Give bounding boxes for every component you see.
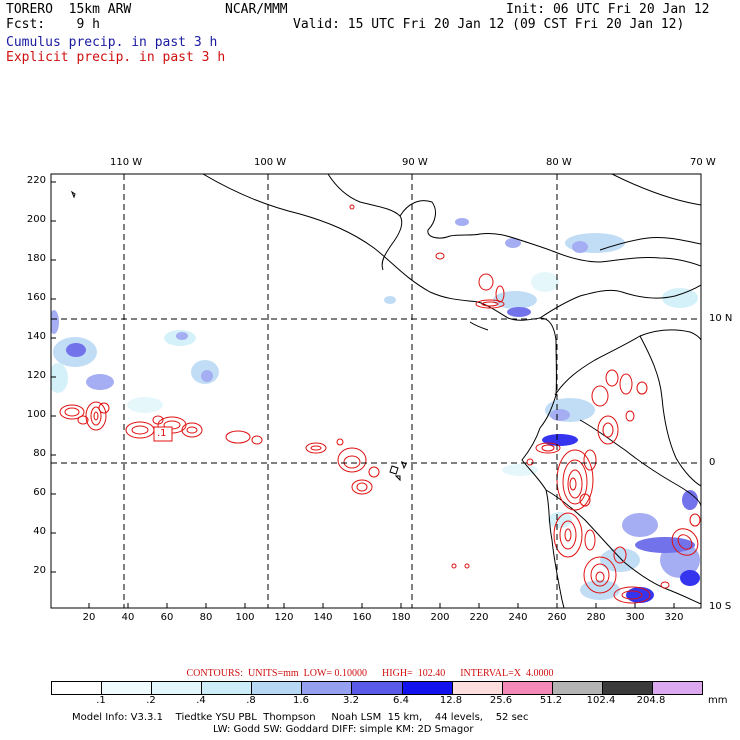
colorbar-segment: [52, 682, 102, 694]
colorbar-segment: [151, 682, 202, 694]
colorbar-segment: [601, 682, 652, 694]
explicit-precip-contours: [59, 204, 701, 604]
x-tick-label: 200: [430, 612, 450, 623]
colorbar-segment: [651, 682, 703, 694]
contour-label-box: [153, 426, 173, 442]
x-tick-label: 180: [391, 612, 411, 623]
y-tick-label: 120: [26, 370, 46, 381]
colorbar-label: 102.4: [586, 695, 616, 706]
cumulus-precip-label: Cumulus precip. in past 3 h: [6, 35, 218, 50]
colorbar-label: .8: [246, 695, 256, 706]
colorbar-label: 1.6: [293, 695, 309, 706]
x-tick-label: 220: [469, 612, 489, 623]
y-tick-label: 160: [26, 292, 46, 303]
y-tick-label: 80: [33, 448, 46, 459]
organization-label: NCAR/MMM: [225, 2, 288, 17]
coastlines: [70, 174, 701, 608]
lat-label-0: 0: [709, 457, 716, 468]
model-info-line1: Model Info: V3.3.1 Tiedtke YSU PBL Thomp…: [72, 712, 529, 723]
colorbar-label: 3.2: [343, 695, 359, 706]
x-tick-label: 120: [274, 612, 294, 623]
colorbar-label: 25.6: [489, 695, 513, 706]
x-tick-label: 60: [160, 612, 174, 623]
colorbar-segment: [551, 682, 602, 694]
lon-label-80w: 80 W: [546, 157, 572, 168]
colorbar-unit: mm: [708, 695, 728, 706]
precip-colorbar: [51, 681, 703, 695]
lon-label-100w: 100 W: [254, 157, 287, 168]
x-tick-label: 80: [199, 612, 213, 623]
valid-time: Valid: 15 UTC Fri 20 Jan 12 (09 CST Fri …: [293, 17, 685, 32]
x-tick-label: 280: [586, 612, 606, 623]
init-time: Init: 06 UTC Fri 20 Jan 12: [506, 2, 710, 17]
y-tick-label: 60: [33, 487, 46, 498]
colorbar-segment: [101, 682, 152, 694]
y-tick-label: 40: [33, 526, 46, 537]
y-tick-label: 20: [33, 565, 46, 576]
contour-annotation: .1: [157, 428, 167, 439]
lat-lon-grid: [51, 174, 701, 608]
plot-frame: [50, 173, 702, 609]
x-tick-label: 320: [664, 612, 684, 623]
lat-label-10n: 10 N: [709, 313, 733, 324]
y-tick-label: 100: [26, 409, 46, 420]
y-tick-label: 200: [26, 214, 46, 225]
colorbar-label: .2: [146, 695, 156, 706]
colorbar-segment: [401, 682, 452, 694]
colorbar-segment: [301, 682, 352, 694]
x-tick-label: 300: [625, 612, 645, 623]
colorbar-segment: [201, 682, 252, 694]
x-tick-label: 100: [235, 612, 255, 623]
cumulus-precip-shading: [51, 218, 700, 603]
x-tick-label: 40: [121, 612, 135, 623]
x-tick-label: 240: [508, 612, 528, 623]
y-tick-label: 140: [26, 331, 46, 342]
model-info-line2: LW: Godd SW: Goddard DIFF: simple KM: 2D…: [213, 724, 474, 735]
x-tick-label: 160: [352, 612, 372, 623]
x-tick-label: 20: [82, 612, 96, 623]
model-title: TORERO 15km ARW: [6, 2, 132, 17]
colorbar-label: 6.4: [393, 695, 409, 706]
x-tick-label: 140: [313, 612, 333, 623]
explicit-precip-label: Explicit precip. in past 3 h: [6, 50, 226, 65]
lon-label-70w: 70 W: [690, 157, 716, 168]
colorbar-segment: [251, 682, 302, 694]
axis-ticks: [51, 181, 675, 608]
precip-layer: [51, 174, 701, 608]
colorbar-label: .1: [96, 695, 106, 706]
colorbar-label: 12.8: [439, 695, 463, 706]
colorbar-segment: [501, 682, 552, 694]
colorbar-label: 51.2: [539, 695, 563, 706]
y-tick-label: 180: [26, 253, 46, 264]
lon-label-90w: 90 W: [402, 157, 428, 168]
colorbar-segment: [451, 682, 502, 694]
colorbar-label: .4: [196, 695, 206, 706]
colorbar-segment: [351, 682, 402, 694]
y-tick-label: 220: [26, 175, 46, 186]
contour-info: CONTOURS: UNITS=mm LOW= 0.10000 HIGH= 10…: [186, 668, 554, 679]
x-tick-label: 260: [547, 612, 567, 623]
lat-label-10s: 10 S: [709, 601, 732, 612]
lon-label-110w: 110 W: [110, 157, 143, 168]
colorbar-label: 204.8: [636, 695, 666, 706]
forecast-hour: Fcst: 9 h: [6, 17, 100, 32]
